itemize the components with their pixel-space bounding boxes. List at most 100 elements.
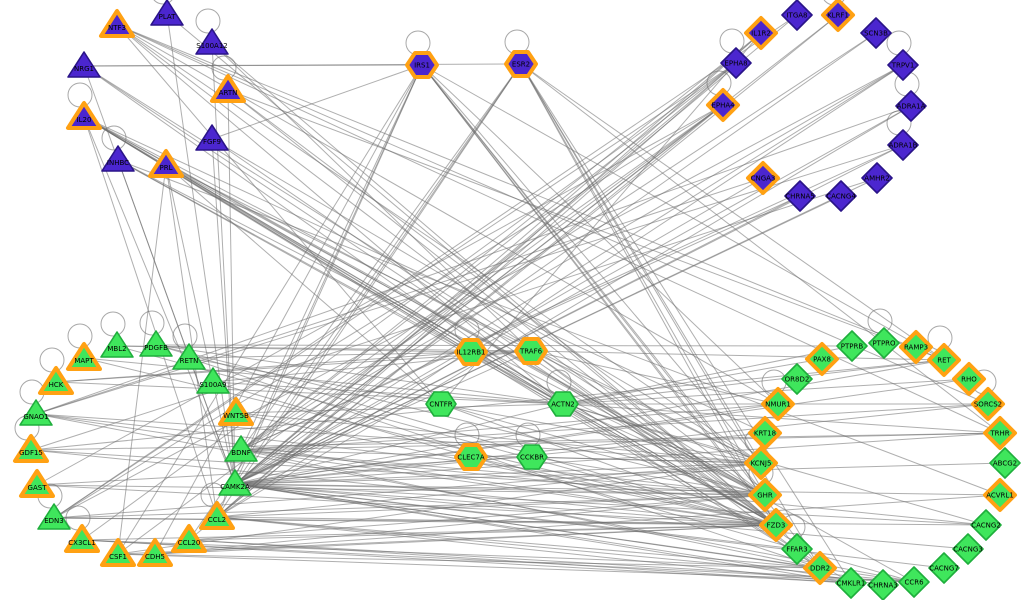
- edge-PRL-CCL2: [165, 164, 218, 518]
- node-CNTFR[interactable]: [425, 391, 457, 417]
- node-FGF9[interactable]: [195, 124, 229, 151]
- node-RET[interactable]: [927, 343, 961, 377]
- node-GNAO1[interactable]: [19, 399, 53, 426]
- edge-PLAT-CAMK2A: [166, 13, 236, 485]
- node-MBL2[interactable]: [100, 331, 134, 358]
- edge-CCL2-CCR6: [216, 516, 915, 583]
- node-GAST[interactable]: [19, 469, 55, 498]
- node-CMKLR1[interactable]: [835, 567, 867, 599]
- node-S100A9[interactable]: [196, 367, 230, 394]
- node-SCN3B[interactable]: [860, 17, 892, 49]
- edge-CDH5-FZD3: [154, 524, 777, 555]
- node-CACNG3[interactable]: [952, 533, 984, 565]
- node-CSF1[interactable]: [100, 538, 136, 567]
- node-ARTN[interactable]: [210, 74, 246, 103]
- edge-IL20-KRT18: [83, 116, 766, 434]
- edge-RETN-DDR2: [188, 357, 821, 569]
- node-PAX8[interactable]: [805, 342, 839, 376]
- node-GDF15[interactable]: [13, 434, 49, 463]
- node-S100A12[interactable]: [195, 28, 229, 55]
- node-GHR[interactable]: [748, 478, 782, 512]
- node-FFAR3[interactable]: [781, 533, 813, 565]
- node-PRL[interactable]: [148, 149, 184, 178]
- node-DDR2[interactable]: [803, 551, 837, 585]
- edge-MBL2-IL12RB1: [116, 345, 472, 353]
- node-IL12RB1[interactable]: [454, 338, 488, 366]
- self-loop-TRPV1: [886, 30, 912, 56]
- edge-CCL2-GHR: [216, 494, 766, 518]
- edge-IL12RB1-GHR: [470, 351, 766, 496]
- edge-TRAF6-KCNJ5: [530, 350, 762, 464]
- node-FZD3[interactable]: [759, 508, 793, 542]
- node-layer: [13, 0, 1021, 600]
- edge-CAMK2A-FFAR3: [234, 483, 798, 550]
- node-IL1R2[interactable]: [744, 16, 778, 50]
- node-CLEC7A[interactable]: [454, 443, 488, 471]
- node-CACNG2[interactable]: [970, 509, 1002, 541]
- node-CX3CL1[interactable]: [64, 524, 100, 553]
- node-RETN[interactable]: [172, 343, 206, 370]
- node-IL20[interactable]: [66, 101, 102, 130]
- node-CACNG7[interactable]: [928, 552, 960, 584]
- node-RAMP3[interactable]: [899, 330, 933, 364]
- node-CCR6[interactable]: [898, 566, 930, 598]
- node-NTF3[interactable]: [99, 9, 135, 38]
- node-CAMK2A[interactable]: [218, 469, 252, 496]
- node-TRAF6[interactable]: [514, 337, 548, 365]
- node-RHO[interactable]: [952, 362, 986, 396]
- edge-EDN3-GHR: [53, 494, 766, 519]
- node-TRHR[interactable]: [983, 416, 1017, 450]
- node-BDNF[interactable]: [224, 435, 258, 462]
- node-KRT18[interactable]: [748, 416, 782, 450]
- node-ITGA8[interactable]: [781, 0, 813, 31]
- node-IRS1[interactable]: [405, 51, 439, 79]
- node-CNGA3[interactable]: [746, 161, 780, 195]
- node-PLAT[interactable]: [150, 0, 184, 26]
- node-ADRA1B[interactable]: [887, 129, 919, 161]
- edge-CAMK2A-CHRNA3: [234, 483, 884, 586]
- node-ADRA1A[interactable]: [895, 90, 927, 122]
- node-MAPT[interactable]: [66, 342, 102, 371]
- edge-S100A12-TRAF6: [211, 42, 532, 352]
- edge-CAMK2A-GHR: [234, 483, 766, 496]
- node-PTPRB[interactable]: [836, 330, 868, 362]
- node-ACVRL1[interactable]: [983, 478, 1017, 512]
- node-HCK[interactable]: [38, 366, 74, 395]
- node-CACNG4[interactable]: [825, 180, 857, 212]
- node-EPHA4[interactable]: [706, 88, 740, 122]
- node-EPHA8[interactable]: [720, 47, 752, 79]
- node-AMHR2[interactable]: [861, 162, 893, 194]
- node-CCL2[interactable]: [199, 501, 235, 530]
- edge-CAMK2A-FZD3: [234, 483, 777, 526]
- node-EDN3[interactable]: [37, 503, 71, 530]
- node-CHRNA3[interactable]: [867, 569, 899, 600]
- node-CCKBR[interactable]: [516, 444, 548, 470]
- self-loop-MBL2: [100, 311, 126, 337]
- node-CCL20[interactable]: [171, 524, 207, 553]
- node-PTPRO[interactable]: [868, 327, 900, 359]
- edge-ESR2-CAMK2A: [234, 63, 522, 485]
- node-INHBC[interactable]: [101, 145, 135, 172]
- node-NMUR1[interactable]: [761, 387, 795, 421]
- node-WNT5B[interactable]: [218, 397, 254, 426]
- node-KLRF1[interactable]: [821, 0, 855, 32]
- node-NRG1[interactable]: [67, 51, 101, 78]
- edge-ACTN2-FZD3: [562, 403, 777, 526]
- node-CDH5[interactable]: [137, 538, 173, 567]
- edge-CHRNA5-CAMK2A: [234, 195, 801, 485]
- node-PDGFB[interactable]: [139, 330, 173, 357]
- self-loop-MAPT: [67, 323, 93, 349]
- node-ABCG2[interactable]: [989, 447, 1021, 479]
- node-ACTN2[interactable]: [547, 391, 579, 417]
- edge-EPHA4-CCL20: [188, 104, 724, 541]
- node-ESR2[interactable]: [504, 50, 538, 78]
- node-TRPV1[interactable]: [887, 49, 919, 81]
- node-OR8D2[interactable]: [781, 363, 813, 395]
- self-loop-EPHA8: [719, 28, 745, 54]
- node-SORCS2[interactable]: [971, 387, 1005, 421]
- edge-PDGFB-ACTN2: [155, 344, 564, 405]
- node-CHRNA5[interactable]: [784, 180, 816, 212]
- node-KCNJ5[interactable]: [744, 446, 778, 480]
